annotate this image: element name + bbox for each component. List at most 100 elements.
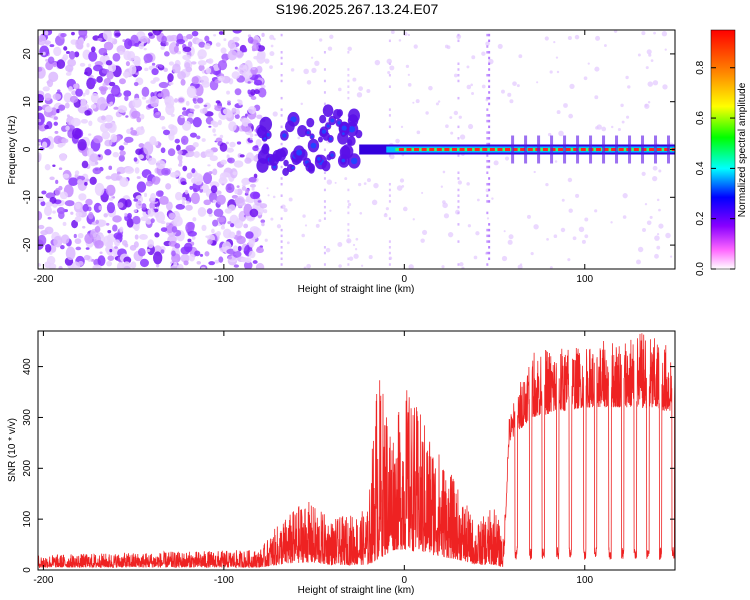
spectrogram-noise-blob: [197, 97, 204, 104]
spectrogram-noise-blob: [133, 60, 141, 67]
spectrogram-noise-blob: [260, 219, 266, 224]
spectrogram-blob-core: [326, 124, 330, 128]
spectrogram-peak: [421, 148, 427, 151]
spectrogram-noise-blob: [77, 232, 84, 239]
spectrogram-noise-blob: [105, 175, 112, 180]
spectrogram-noise-blob: [225, 141, 229, 145]
spectrogram-speckle: [471, 92, 475, 95]
spectrogram-sidelobe: [641, 135, 645, 164]
spectrogram-noise-blob: [192, 117, 202, 128]
spectrogram-speckle: [407, 73, 410, 76]
spectrogram-noise-blob: [185, 204, 193, 211]
spectrogram-noise-blob: [173, 261, 178, 267]
spectrogram-noise-blob: [231, 194, 239, 199]
spectrogram-noise-blob: [177, 154, 183, 162]
spectrogram-streak: [486, 171, 489, 174]
spectrogram-speckle: [359, 212, 363, 215]
spectrogram-noise-blob: [82, 92, 86, 97]
spectrogram-peak: [474, 148, 480, 151]
spectrogram-speckle: [470, 83, 473, 87]
spectrogram-speckle: [493, 160, 499, 166]
spectrogram-noise-blob: [49, 251, 53, 255]
spectrogram-noise-blob: [138, 154, 144, 160]
spectrogram-noise-blob: [212, 121, 219, 128]
spectrogram-noise-blob: [158, 64, 163, 69]
spectrogram-noise-blob: [196, 260, 202, 265]
spectrogram-noise-blob: [161, 126, 166, 130]
spectrogram-speckle: [272, 195, 276, 199]
spectrogram-noise-blob: [85, 247, 90, 250]
spectrogram-peak: [444, 148, 450, 151]
spectrogram-speckle: [563, 103, 568, 108]
spectrogram-speckle: [442, 170, 446, 174]
spectrogram-noise-blob: [135, 126, 145, 136]
spectrogram-streak: [457, 177, 460, 180]
spectrogram-speckle: [508, 234, 514, 240]
spectrogram-noise-blob: [149, 201, 156, 210]
spectrogram-speckle: [613, 30, 618, 33]
spectrogram-noise-blob: [90, 92, 99, 104]
spectrogram-noise-blob: [88, 51, 98, 62]
spectrogram-noise-blob: [175, 42, 180, 47]
spectrogram-streak: [457, 73, 460, 77]
spectrogram-streak: [280, 251, 283, 255]
spectrogram-speckle: [399, 178, 405, 183]
spectrogram-noise-blob: [241, 186, 247, 191]
spectrogram-noise-blob: [111, 65, 117, 70]
spectrogram-noise-blob: [202, 172, 213, 185]
spectrogram-noise-blob: [85, 178, 90, 182]
spectrogram-speckle: [344, 177, 348, 181]
spectrogram-speckle: [407, 83, 412, 87]
spectrogram-speckle: [443, 213, 450, 219]
spectrogram-streak: [457, 240, 460, 243]
spectrogram-streak: [280, 257, 283, 261]
spectrogram-noise-blob: [205, 235, 210, 238]
spectrogram-noise-blob: [233, 160, 244, 168]
spectrogram-ytick-label: 10: [22, 96, 33, 108]
spectrogram-noise-blob: [119, 150, 126, 156]
spectrogram-sidelobe: [537, 135, 541, 164]
spectrogram-noise-blob: [80, 98, 87, 108]
spectrogram-speckle: [412, 101, 415, 104]
spectrogram-noise-blob: [158, 81, 169, 89]
spectrogram-noise-blob: [117, 105, 128, 113]
spectrogram-noise-blob: [46, 79, 54, 88]
spectrogram-noise-blob: [218, 256, 224, 263]
spectrogram-streak: [488, 177, 491, 180]
spectrogram-noise-blob: [247, 106, 257, 115]
spectrogram-speckle: [373, 182, 379, 189]
spectrogram-streak: [280, 263, 283, 266]
spectrogram-speckle: [384, 212, 387, 215]
spectrogram-noise-blob: [208, 171, 213, 175]
spectrogram-streak: [323, 91, 326, 94]
spectrogram-noise-blob: [191, 76, 199, 85]
spectrogram-speckle: [442, 202, 448, 209]
spectrogram-speckle: [440, 185, 443, 188]
spectrogram-ytick-label: -20: [22, 237, 33, 252]
spectrogram-speckle: [650, 59, 654, 62]
spectrogram-noise-blob: [251, 67, 256, 70]
spectrogram-noise-blob: [108, 81, 116, 87]
spectrogram-noise-blob: [145, 180, 153, 187]
spectrogram-streak: [280, 205, 283, 209]
spectrogram-noise-blob: [185, 144, 196, 152]
spectrogram-noise-blob: [186, 172, 193, 179]
spectrogram-speckle: [401, 185, 405, 188]
spectrogram-noise-blob: [255, 262, 265, 269]
spectrogram-noise-blob: [105, 60, 113, 66]
spectrogram-speckle: [654, 235, 660, 241]
spectrogram-speckle: [485, 41, 490, 46]
spectrogram-speckle: [647, 100, 651, 104]
spectrogram-noise-blob: [38, 263, 42, 267]
spectrogram-noise-blob: [185, 201, 190, 205]
spectrogram-noise-blob: [38, 93, 45, 103]
spectrogram-noise-blob: [141, 203, 147, 210]
spectrogram-noise-blob: [124, 95, 129, 102]
spectrogram-streak: [347, 234, 350, 238]
spectrogram-noise-blob: [261, 222, 265, 227]
spectrogram-streak: [488, 223, 491, 226]
spectrogram-speckle: [390, 30, 395, 35]
spectrogram-speckle: [444, 44, 449, 49]
